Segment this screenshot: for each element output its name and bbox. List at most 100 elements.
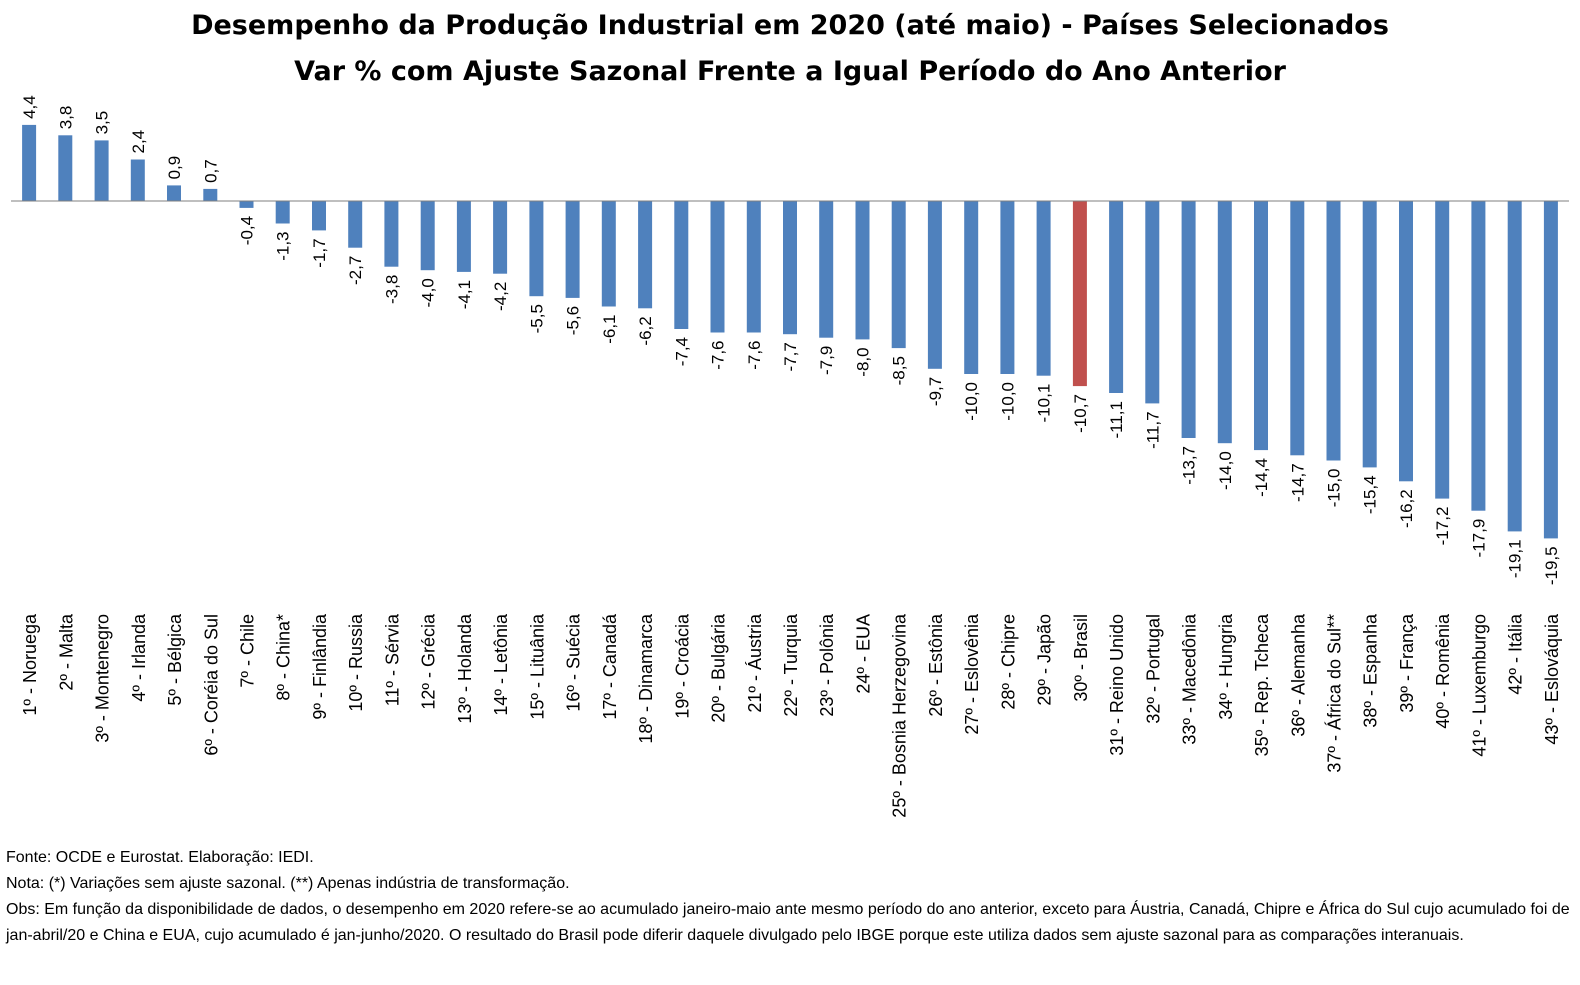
data-label: -14,4 [1252,458,1271,497]
data-label: -17,2 [1433,507,1452,546]
data-label: -10,1 [1035,384,1054,423]
bar [1543,201,1558,539]
bar [203,188,218,201]
category-label: 30º - Brasil [1071,614,1091,702]
category-label: 18º - Dinamarca [636,613,656,744]
data-label: -7,6 [709,341,728,370]
category-label: 17º - Canadá [600,613,620,720]
data-label: -5,6 [564,306,583,335]
footnote: Nota: (*) Variações sem ajuste sazonal. … [6,875,570,892]
bar [167,185,181,201]
bar [927,201,942,369]
category-label: 24º - EUA [854,614,874,694]
bar [565,201,580,298]
data-label: -6,1 [600,315,619,344]
bar [1072,201,1087,387]
category-label: 42º - Itália [1506,613,1526,695]
data-label: -3,8 [382,275,401,304]
bar [239,201,254,208]
category-label: 9º - Finlândia [310,613,330,720]
data-label: -15,0 [1325,469,1344,508]
data-label: -7,6 [745,341,764,370]
category-label: 5º - Bélgica [165,613,185,706]
bar [22,124,37,201]
data-label: -14,7 [1288,463,1307,502]
category-label: 28º - Chipre [998,614,1018,710]
category-label: 6º - Coréia do Sul [201,614,221,756]
category-label: 27º - Eslovênia [962,613,982,735]
chart-notes: Fonte: OCDE e Eurostat. Elaboração: IEDI… [6,845,1571,949]
category-labels-group: 1º - Noruega 2º - Malta 3º - Montenegro 4º … [20,613,1562,818]
category-label: 29º - Japão [1035,614,1055,706]
data-label: -14,0 [1216,451,1235,490]
bar [94,140,109,201]
bar [601,201,616,307]
observation-note: Obs: Em função da disponibilidade de dad… [6,901,1570,944]
data-label: -5,5 [527,304,546,333]
bar [384,201,399,267]
category-label: 35º - Rep. Tcheca [1252,613,1272,756]
data-label: -1,3 [274,232,293,261]
chart-title: Desempenho da Produção Industrial em 202… [191,10,1389,41]
category-label: 40º - Romênia [1433,613,1453,729]
bar [1036,201,1051,376]
category-label: 33º - Macedônia [1180,613,1200,745]
bar [1399,201,1413,482]
chart-subtitle: Var % com Ajuste Sazonal Frente a Igual … [294,56,1286,87]
bar [638,201,653,309]
category-label: 31º - Reino Unido [1107,614,1127,756]
bar [275,201,290,224]
data-label: -0,4 [238,216,257,245]
category-label: 39º - França [1397,613,1417,713]
bar [1290,201,1305,456]
data-label: -4,1 [455,280,474,309]
category-label: 34º - Hungria [1216,613,1236,720]
data-label: -8,5 [890,356,909,385]
bar [1000,201,1015,374]
category-label: 1º - Noruega [20,613,40,716]
data-label: -1,7 [310,238,329,267]
data-label: 0,9 [165,156,184,180]
data-label: -9,7 [926,377,945,406]
bar [1507,201,1522,532]
bar [1362,201,1377,468]
data-label: -10,7 [1071,394,1090,433]
category-label: 15º - Lituânia [527,613,547,720]
bar [891,201,906,349]
bar [456,201,471,272]
data-label: 4,4 [20,95,39,119]
category-label: 43º - Eslováquia [1542,613,1562,745]
category-label: 25º - Bosnia Herzegovina [890,613,910,818]
category-label: 16º - Suécia [564,613,584,712]
bar [1109,201,1124,393]
category-label: 13º - Holanda [455,613,475,724]
data-label: -11,7 [1143,411,1162,449]
data-label: -11,1 [1107,401,1126,439]
data-label: -16,2 [1397,489,1416,528]
data-label: -2,7 [346,256,365,285]
bar [710,201,725,333]
category-label: 10º - Russia [346,613,366,712]
category-label: 22º - Turquia [781,613,801,717]
data-label: -7,4 [672,337,691,366]
category-label: 4º - Irlanda [129,613,149,702]
bar [1217,201,1232,444]
bar [348,201,363,248]
data-label: -7,7 [781,342,800,371]
category-label: 3º - Montenegro [93,614,113,743]
bar [420,201,435,271]
data-label: 0,7 [201,159,220,183]
category-label: 14º - Letônia [491,613,511,716]
category-label: 21º - Áustria [745,613,765,713]
data-label: -7,9 [817,346,836,375]
bar [855,201,870,340]
category-label: 32º - Portugal [1143,614,1163,724]
category-label: 12º - Grécia [419,613,439,710]
bar [1145,201,1160,404]
data-label: -8,0 [854,347,873,376]
value-labels-group: 4,4 3,8 3,5 2,4 0,9 0,7 -0,4 -1,3 -1,7 -2,7 -3,8 -4… [20,95,1561,585]
data-label: -10,0 [998,382,1017,421]
source-note: Fonte: OCDE e Eurostat. Elaboração: IEDI… [6,849,314,866]
category-label: 41º - Luxemburgo [1469,614,1489,757]
category-label: 20º - Bulgária [709,613,729,723]
